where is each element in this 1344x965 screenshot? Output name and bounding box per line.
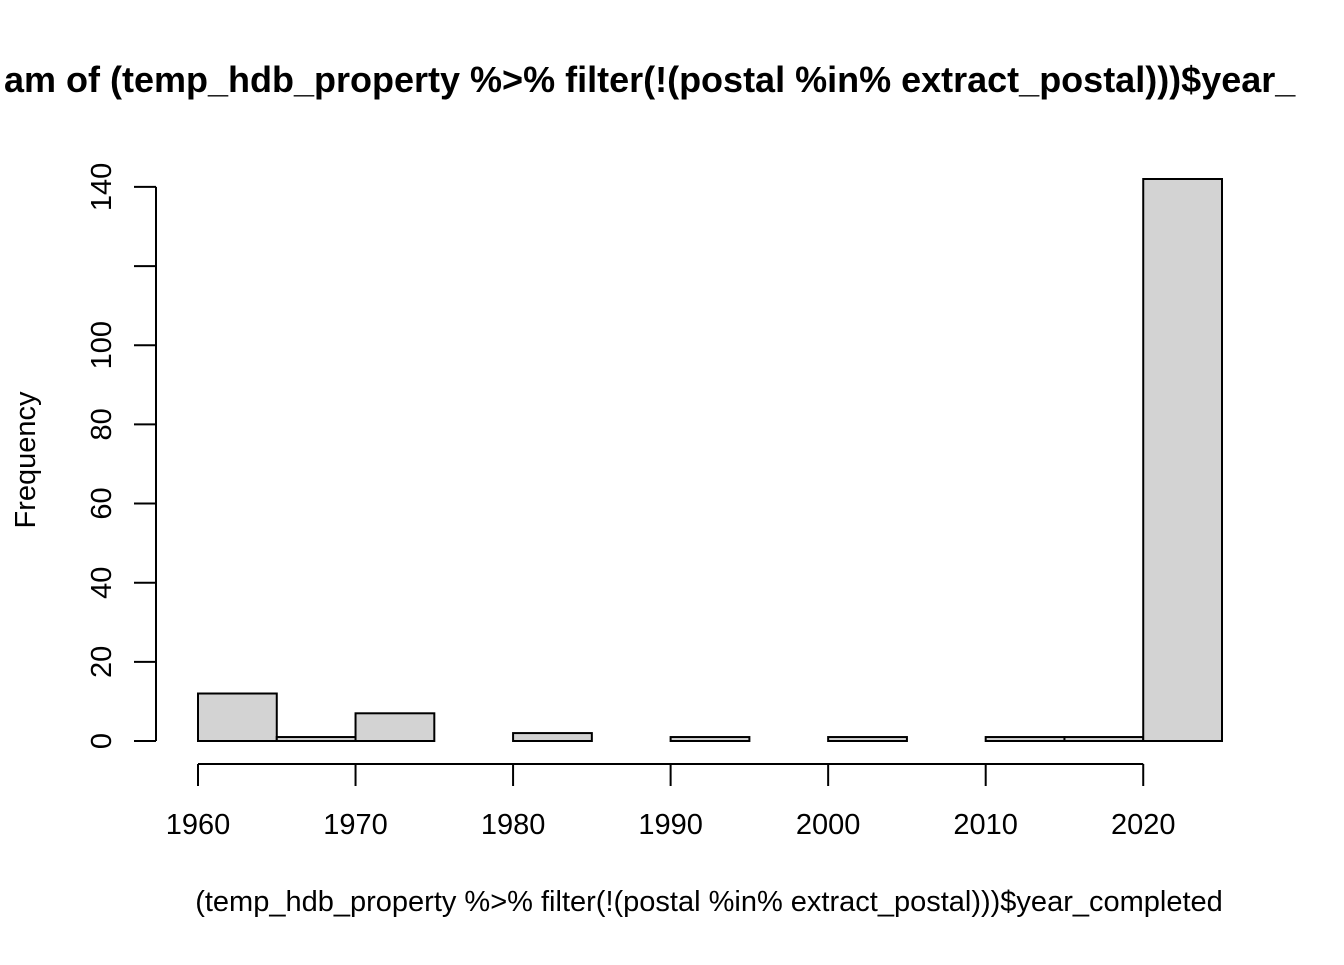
x-tick-label: 1970 — [323, 809, 388, 841]
y-tick-label: 140 — [86, 163, 118, 211]
y-tick-label: 80 — [86, 408, 118, 440]
y-axis-label: Frequency — [10, 391, 42, 529]
x-axis-label: (temp_hdb_property %>% filter(!(postal %… — [195, 886, 1223, 918]
bars-group — [197, 178, 1223, 743]
x-tick-label: 2010 — [953, 809, 1018, 841]
histogram-bar — [354, 712, 436, 743]
histogram-bar — [1142, 178, 1223, 742]
x-tick-label: 1980 — [481, 809, 546, 841]
x-tick-label: 2020 — [1111, 809, 1176, 841]
x-tick-label: 2000 — [796, 809, 861, 841]
y-tick-label: 100 — [86, 321, 118, 369]
histogram-bar — [275, 736, 357, 742]
y-tick-label: 60 — [86, 487, 118, 519]
y-tick-label: 40 — [86, 567, 118, 599]
x-tick-label: 1990 — [638, 809, 703, 841]
histogram-bar — [669, 736, 751, 742]
chart-title: am of (temp_hdb_property %>% filter(!(po… — [4, 59, 1296, 100]
histogram-bar — [984, 736, 1066, 742]
histogram-bar — [1063, 736, 1145, 742]
histogram-bar — [197, 692, 278, 742]
histogram-bar — [512, 732, 593, 743]
x-axis: 1960 1970 1980 1990 2000 2010 2020 — [166, 763, 1176, 841]
y-tick-label: 20 — [86, 646, 118, 678]
y-axis: 0 20 40 60 80 100 140 — [86, 163, 157, 749]
x-tick-label: 1960 — [166, 809, 231, 841]
histogram-bar — [827, 736, 908, 742]
y-tick-label: 0 — [86, 733, 118, 749]
